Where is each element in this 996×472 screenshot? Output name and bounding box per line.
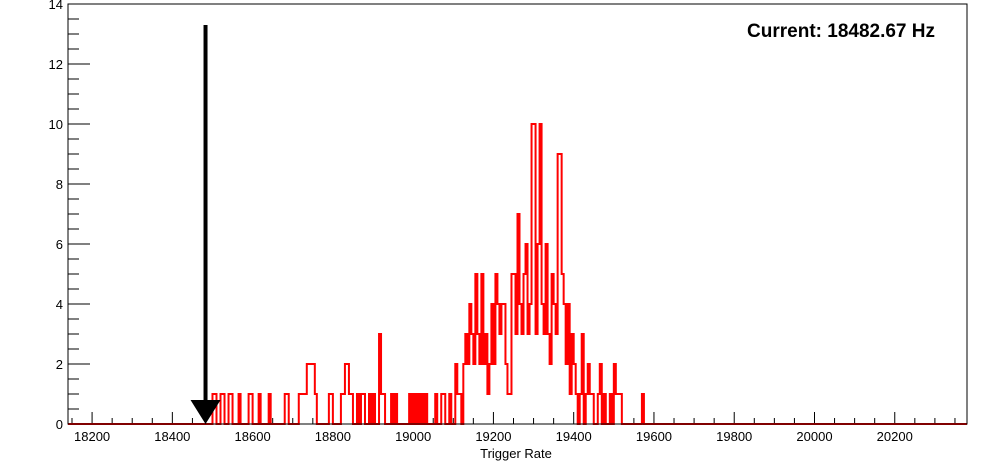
y-tick-label: 14 [49,0,63,12]
x-tick-label: 18800 [315,429,351,444]
current-rate-annotation: Current: 18482.67 Hz [747,21,935,42]
x-tick-label: 19600 [636,429,672,444]
y-tick-label: 10 [49,117,63,132]
x-tick-label: 18200 [74,429,110,444]
y-tick-label: 2 [56,357,63,372]
current-rate-marker [190,25,221,424]
x-tick-label: 19200 [475,429,511,444]
tick-labels: 0 2 4 6 8 10 12 14 18200 18400 18600 18800 19000 1920… [49,0,913,444]
x-tick-label: 19800 [716,429,752,444]
marker-arrow-head [190,400,221,424]
x-tick-label: 20200 [877,429,913,444]
x-axis-title: Trigger Rate [480,446,552,461]
y-tick-label: 6 [56,237,63,252]
x-tick-label: 19400 [556,429,592,444]
y-tick-label: 12 [49,57,63,72]
x-tick-label: 18600 [235,429,271,444]
y-tick-label: 0 [56,417,63,432]
plot-frame [67,3,968,425]
x-tick-label: 19000 [395,429,431,444]
y-tick-label: 8 [56,177,63,192]
histogram-series [68,123,967,425]
y-tick-label: 4 [56,297,63,312]
x-tick-label: 18400 [154,429,190,444]
x-tick-label: 20000 [796,429,832,444]
